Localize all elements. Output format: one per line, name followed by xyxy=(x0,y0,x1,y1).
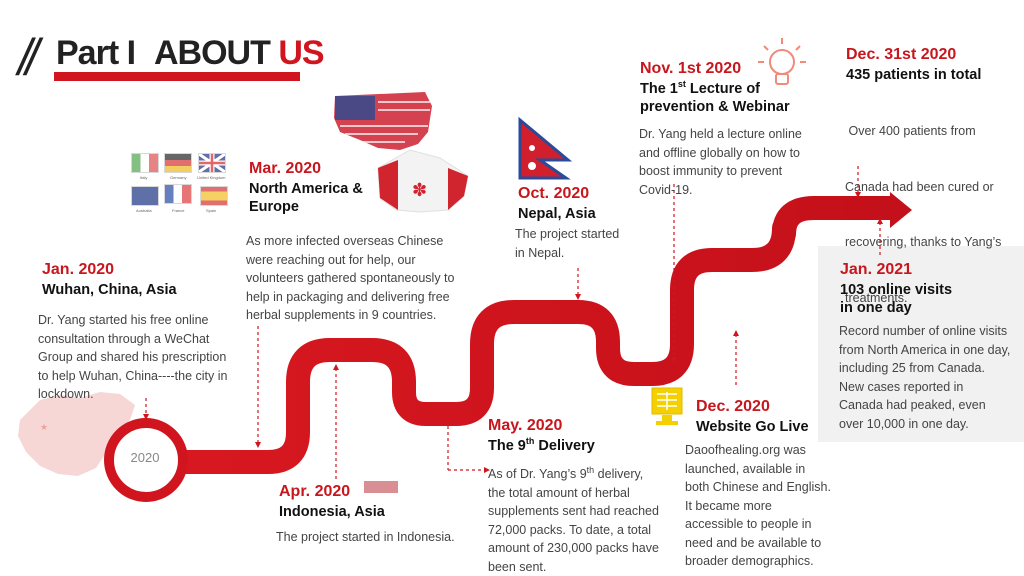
nepal-flag-icon xyxy=(518,116,573,180)
italy-flag-icon xyxy=(131,153,159,173)
france-flag-label: France xyxy=(172,208,185,213)
canada-flag-map-icon: ✽ xyxy=(377,149,469,213)
china-map-icon xyxy=(18,392,135,476)
spain-flag-label: Spain xyxy=(206,208,217,213)
title-us: US xyxy=(278,34,324,72)
jan2020-place: Wuhan, China, Asia xyxy=(42,282,177,298)
dec2020-date: Dec. 2020 xyxy=(696,398,770,415)
dec31-description: Over 400 patients from Canada had been c… xyxy=(845,124,1002,305)
may2020-date: May. 2020 xyxy=(488,417,563,434)
usa-flag-map-icon xyxy=(334,92,432,150)
uk-flag-label: United Kingdom xyxy=(197,175,226,180)
uk-flag-icon xyxy=(198,152,226,174)
mar2020-date: Mar. 2020 xyxy=(249,160,322,177)
title-underline xyxy=(54,72,300,81)
apr2020-date: Apr. 2020 xyxy=(279,483,351,500)
website-monitor-icon xyxy=(651,387,683,425)
title-about: ABOUT US xyxy=(154,34,325,72)
spain-flag-icon xyxy=(200,186,228,206)
jan2021-date: Jan. 2021 xyxy=(840,261,913,278)
connector-arrowheads xyxy=(143,192,883,473)
may2020-place: The 9th Delivery xyxy=(488,436,595,454)
title-part: Part I xyxy=(56,34,136,72)
dashed-connectors xyxy=(145,166,881,480)
oct2020-date: Oct. 2020 xyxy=(518,185,590,202)
timeline-start-circle xyxy=(104,418,188,502)
germany-flag-icon xyxy=(164,153,192,173)
nov2020-place: The 1st Lecture of prevention & Webinar xyxy=(640,79,790,115)
oct2020-place: Nepal, Asia xyxy=(518,206,596,222)
jan2020-description: Dr. Yang started his free online consult… xyxy=(38,313,228,401)
svg-text:✽: ✽ xyxy=(412,180,427,201)
germany-flag-label: Germany xyxy=(170,175,187,180)
jan2021-description: Record number of online visits from Nort… xyxy=(839,324,1011,431)
nov2020-date: Nov. 1st 2020 xyxy=(640,60,742,77)
mar2020-description: As more infected overseas Chinese were r… xyxy=(246,234,455,322)
timeline-arrowhead xyxy=(890,192,912,228)
jan2021-place: 103 online visits in one day xyxy=(840,282,953,316)
dec31-date: Dec. 31st 2020 xyxy=(846,46,957,63)
oct2020-description: The project started in Nepal. xyxy=(515,227,620,260)
mar2020-place: North America & Europe xyxy=(249,181,363,215)
indonesia-flag-icon xyxy=(364,481,398,493)
france-flag-icon xyxy=(164,184,192,204)
dec2020-description: Daoofhealing.org was launched, available… xyxy=(685,443,831,568)
italy-flag-label: Italy xyxy=(140,175,148,180)
highlight-panel xyxy=(818,246,1024,442)
apr2020-place: Indonesia, Asia xyxy=(279,504,385,520)
dec31-place: 435 patients in total xyxy=(846,67,982,83)
may2020-description: As of Dr. Yang’s 9th delivery, the total… xyxy=(488,464,659,574)
timeline-start-year: 2020 xyxy=(130,450,160,465)
svg-text:★: ★ xyxy=(40,423,48,433)
australia-flag-icon xyxy=(131,186,159,206)
apr2020-description: The project started in Indonesia. xyxy=(276,530,455,544)
dec2020-place: Website Go Live xyxy=(696,419,809,435)
timeline-road xyxy=(176,196,892,474)
lightbulb-icon xyxy=(758,38,806,85)
nov2020-description: Dr. Yang held a lecture online and offli… xyxy=(639,127,802,197)
australia-flag-label: Australia xyxy=(136,208,152,213)
jan2020-date: Jan. 2020 xyxy=(42,261,115,278)
